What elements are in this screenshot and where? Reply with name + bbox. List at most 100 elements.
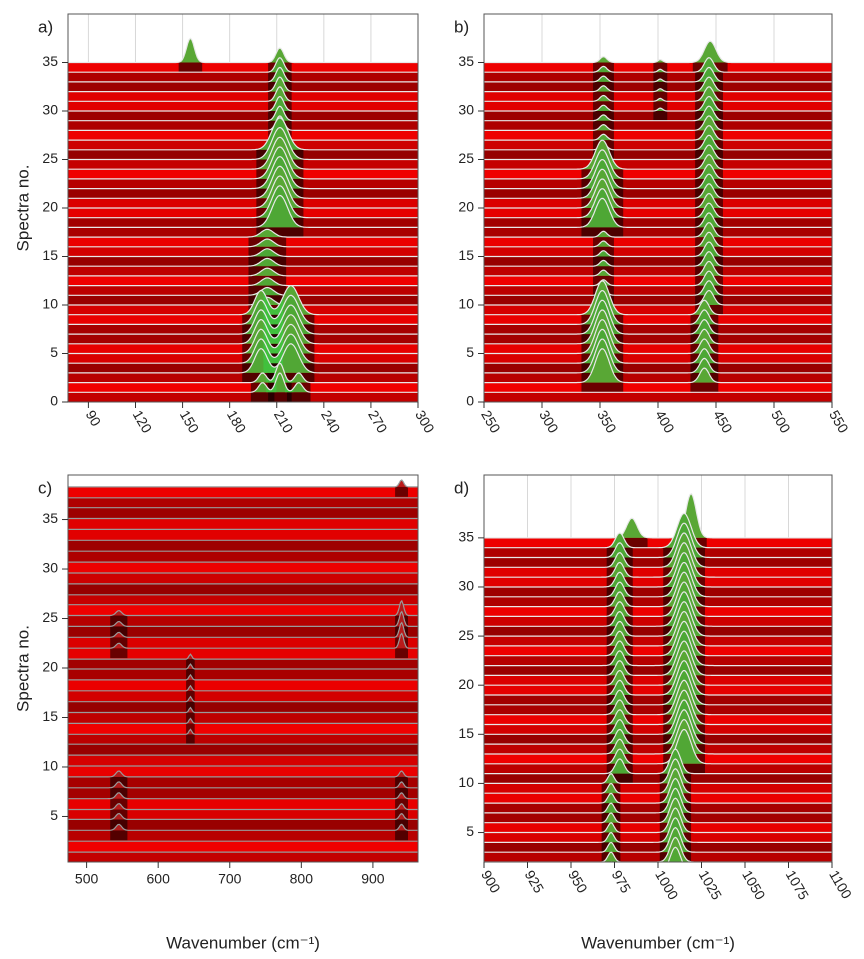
peak [394,781,410,788]
peak [659,729,709,764]
spectrum-fill [484,392,832,402]
y-tick-label: 0 [50,393,58,409]
peak [591,231,616,238]
spectrum-line [484,134,832,151]
spectrum-line [68,479,418,488]
peak [245,268,290,276]
peak [600,852,622,862]
spectrum-line [68,296,418,306]
y-tick-label: 0 [466,393,474,409]
peak [604,641,635,656]
peak [108,781,129,788]
peak [108,632,129,638]
spectrum-line [68,115,418,131]
peak [692,174,726,189]
peak [692,125,726,141]
peak [604,572,635,587]
peak [600,842,622,853]
spectrum-line [68,194,418,228]
peak [652,108,669,111]
spectrum-line [68,812,418,820]
spectrum-fill [68,852,418,862]
peak [668,847,683,862]
peak [185,685,196,691]
peak-shadow [186,668,195,679]
spectrum-line [68,76,418,93]
y-tick-label: 5 [50,807,58,823]
peak [108,803,129,810]
panel-label: d) [454,478,469,497]
y-tick-label: 10 [458,774,474,790]
peak [672,493,710,538]
peak [245,248,290,257]
peak-shadow [395,486,408,497]
peak [604,533,635,548]
y-tick-label: 20 [458,199,474,215]
peak [108,643,129,649]
spectrum-line [68,105,418,122]
spectrum-line [484,493,832,539]
peak [577,198,627,228]
spectrum-line [484,670,832,706]
peak-shadow [186,690,195,701]
peak [185,674,196,680]
peak-shadow [267,372,315,383]
peak [652,88,669,92]
peak [266,57,294,73]
peak [692,67,726,82]
y-tick-label: 5 [466,344,474,360]
peak [692,144,726,160]
spectrum-line [68,695,418,703]
peak [394,792,410,799]
spectrum-line [68,684,418,692]
plot-area [484,475,832,862]
x-tick-label: 120 [130,407,156,435]
peak-shadow [110,830,128,841]
peak [248,379,277,393]
x-tick-label: 600 [147,871,171,887]
y-tick-label: 25 [458,627,474,643]
spectrum-line [68,653,418,660]
spectrum-line [484,280,832,316]
spectrum-line [484,231,832,248]
spectrum-line [68,632,418,649]
spectrum-line [484,188,832,219]
plot-area [484,14,832,402]
spectrum-line [484,139,832,170]
spectrum-line [484,348,832,384]
peak [604,749,635,764]
spectrum-line [484,748,832,775]
x-tick-label: 1075 [783,867,813,902]
peak [604,660,635,676]
y-tick-label: 25 [42,609,58,625]
peak [600,783,622,794]
y-tick-label: 35 [42,510,58,526]
peak [600,812,622,823]
x-tick-label: 180 [224,407,250,435]
peak [604,690,635,705]
spectrum-line [68,136,418,170]
peak [591,124,616,131]
peak-shadow [653,62,668,73]
spectrum-line [484,542,832,578]
y-tick-label: 25 [458,150,474,166]
peak [688,309,721,325]
peak [688,319,721,335]
peak [604,699,635,715]
spectrum-line [68,343,418,374]
x-tick-label: 975 [609,867,635,895]
spectrum-line [68,362,418,384]
panel-label: b) [454,17,469,36]
peak [692,290,726,305]
y-axis-label: Spectra no. [13,625,32,712]
spectrum-line [484,512,832,549]
x-tick-label: 500 [75,871,99,887]
y-tick-label: 15 [458,247,474,263]
peak-shadow [110,626,128,637]
peak [604,601,635,617]
peak [266,96,294,111]
spectrum-line [68,304,418,335]
y-tick-label: 35 [42,53,58,69]
peak-shadow [606,773,633,784]
peak [591,260,616,267]
